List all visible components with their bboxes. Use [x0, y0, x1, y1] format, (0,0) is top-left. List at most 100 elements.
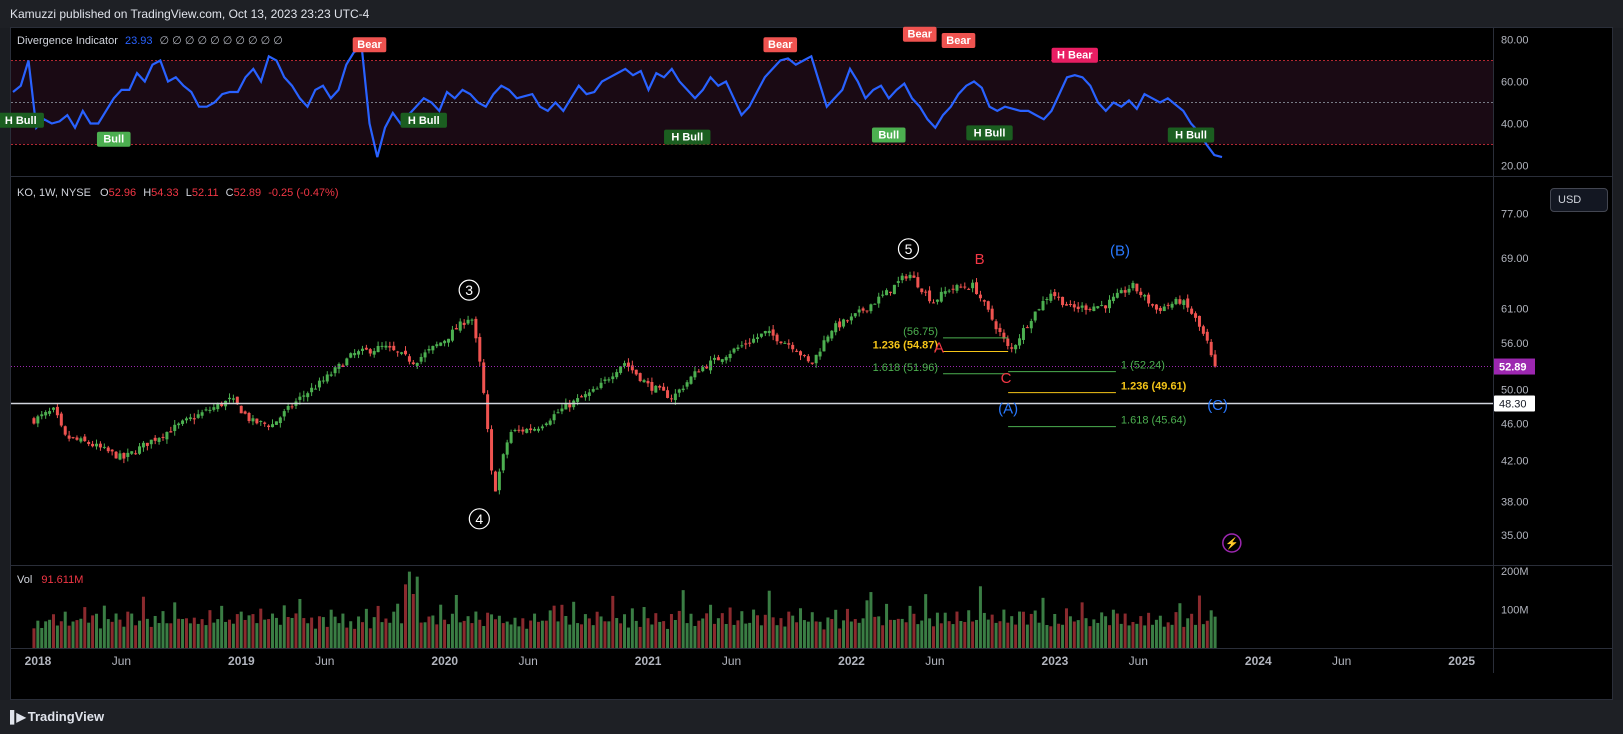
- signal-label: H Bull: [5, 115, 37, 127]
- volume-bar: [1037, 622, 1041, 648]
- indicator-legend[interactable]: Divergence Indicator 23.93 ∅ ∅ ∅ ∅ ∅ ∅ ∅…: [17, 34, 283, 47]
- volume-bar: [885, 603, 889, 648]
- fib-level-label: 1.618 (45.64): [1121, 415, 1186, 427]
- candle-body: [1014, 344, 1018, 350]
- candle-body: [79, 438, 83, 442]
- volume-bar: [861, 618, 865, 648]
- volume-bar: [1061, 624, 1065, 648]
- candle-body: [1190, 308, 1194, 314]
- volume-bar: [771, 617, 775, 648]
- candle-body: [709, 360, 713, 371]
- candle-body: [298, 396, 302, 400]
- volume-bar: [298, 598, 302, 648]
- candle-body: [642, 380, 646, 383]
- candle-body: [482, 362, 486, 393]
- volume-bar: [220, 605, 224, 648]
- candle-body: [192, 418, 196, 420]
- candle-body: [271, 424, 275, 428]
- volume-bar: [697, 620, 701, 648]
- volume-bar: [231, 623, 235, 648]
- published-info: Kamuzzi published on TradingView.com, Oc…: [10, 7, 370, 21]
- volume-bar: [947, 621, 951, 648]
- candle-body: [173, 424, 177, 432]
- candle-body: [400, 352, 404, 354]
- candle-body: [857, 309, 861, 313]
- time-axis-tick: Jun: [518, 654, 537, 668]
- candle-body: [423, 352, 427, 358]
- volume-bar: [971, 621, 975, 648]
- volume-bar: [486, 612, 490, 648]
- volume-bar: [271, 613, 275, 648]
- candle-body: [102, 446, 106, 448]
- main-legend[interactable]: KO, 1W, NYSE O52.96 H54.33 L52.11 C52.89…: [17, 187, 339, 199]
- tradingview-logo-icon: ▌▶: [10, 709, 26, 724]
- volume-bar: [462, 620, 466, 648]
- close-label: C: [225, 187, 234, 199]
- volume-bar: [1064, 608, 1068, 648]
- candles-group: [32, 271, 1217, 495]
- time-axis-tick: Jun: [722, 654, 741, 668]
- volume-bar: [838, 628, 842, 648]
- volume-bar: [419, 622, 423, 648]
- volume-bar: [783, 626, 787, 648]
- volume-bar: [693, 625, 697, 648]
- candle-body: [732, 348, 736, 353]
- bottom-bar: [0, 700, 1623, 734]
- candle-body: [748, 342, 752, 344]
- tradingview-brand[interactable]: ▌▶ TradingView: [10, 709, 104, 724]
- volume-bar: [877, 616, 881, 648]
- candle-body: [454, 328, 458, 330]
- volume-bar: [1178, 603, 1182, 648]
- volume-legend[interactable]: Vol 91.611M: [17, 574, 83, 586]
- candle-body: [478, 337, 482, 362]
- candle-body: [153, 437, 157, 441]
- candle-body: [1139, 291, 1143, 296]
- volume-bar: [274, 617, 278, 648]
- volume-bar: [583, 614, 587, 648]
- candle-body: [255, 418, 259, 424]
- volume-bar: [830, 619, 834, 648]
- time-axis-tick: 2023: [1042, 654, 1069, 668]
- volume-bar: [1119, 623, 1123, 648]
- candle-body: [505, 442, 509, 455]
- volume-bar: [1076, 620, 1080, 648]
- candle-body: [978, 294, 982, 299]
- candle-body: [411, 362, 415, 365]
- wave-label: C: [1001, 370, 1012, 387]
- candle-body: [560, 408, 564, 412]
- volume-bar: [134, 625, 138, 648]
- volume-bar: [216, 619, 220, 648]
- volume-bar: [603, 621, 607, 648]
- price-axis-tick: 42.00: [1501, 455, 1529, 467]
- candle-body: [517, 429, 521, 431]
- volume-bar: [892, 619, 896, 648]
- price-axis-tick: 56.00: [1501, 338, 1529, 350]
- signal-label: H Bull: [974, 127, 1006, 139]
- candle-body: [928, 290, 932, 302]
- candle-body: [333, 367, 337, 374]
- signal-label-bg: [1051, 47, 1098, 63]
- candle-body: [576, 398, 580, 402]
- candle-body: [282, 411, 286, 417]
- candle-body: [251, 418, 255, 422]
- currency-button[interactable]: USD: [1550, 188, 1608, 212]
- candle-body: [705, 366, 709, 369]
- price-axis-tick: 77.00: [1501, 208, 1529, 220]
- candle-body: [1006, 338, 1010, 346]
- volume-bar: [51, 614, 55, 648]
- volume-bar: [654, 613, 658, 648]
- candle-body: [243, 411, 247, 414]
- candle-body: [513, 430, 517, 432]
- volume-bar: [325, 626, 329, 648]
- price-axis-tick: 46.00: [1501, 418, 1529, 430]
- volume-bar: [689, 613, 693, 648]
- candle-body: [161, 436, 165, 438]
- candle-body: [595, 388, 599, 390]
- candle-body: [274, 421, 278, 425]
- candle-body: [450, 329, 454, 341]
- volume-bar: [1029, 613, 1033, 648]
- time-axis-tick: Jun: [925, 654, 944, 668]
- volume-bar: [87, 622, 91, 648]
- candle-body: [697, 371, 701, 373]
